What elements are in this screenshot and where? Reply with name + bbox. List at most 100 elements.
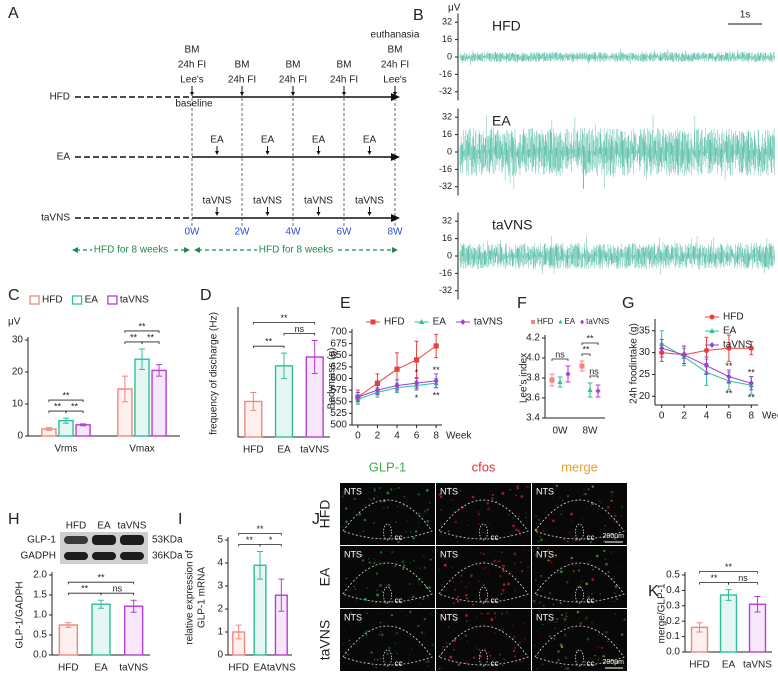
- y-tick-label: 0: [217, 650, 223, 661]
- image-texture: [380, 633, 384, 637]
- nts-outline: [438, 625, 529, 666]
- image-texture: [513, 655, 517, 658]
- image-texture: [378, 633, 381, 636]
- image-texture: [486, 524, 488, 526]
- image-texture: [613, 592, 616, 595]
- image-texture: [610, 504, 611, 506]
- image-texture: [389, 530, 391, 532]
- image-texture: [466, 547, 468, 549]
- image-texture: [516, 485, 519, 488]
- image-texture: [544, 553, 548, 557]
- image-texture: [575, 650, 579, 653]
- image-texture: [417, 493, 420, 496]
- marker: [355, 394, 361, 401]
- timepoint-note: 24h FI: [381, 60, 409, 71]
- significance-label: ns: [738, 573, 748, 583]
- image-texture: [537, 518, 541, 521]
- y-tick-label: 35: [639, 325, 651, 336]
- image-texture: [587, 488, 590, 491]
- y-axis-label: μV: [8, 317, 21, 328]
- image-texture: [525, 512, 527, 514]
- region-label: NTS: [536, 612, 554, 622]
- image-texture: [502, 564, 505, 568]
- arrow-head: [391, 214, 400, 222]
- image-texture: [501, 612, 504, 615]
- image-texture: [423, 566, 426, 569]
- legend-label: EA: [564, 317, 575, 326]
- intervention-label: EA: [312, 135, 326, 146]
- image-texture: [411, 596, 414, 598]
- x-tick-label: 4: [704, 411, 710, 422]
- annotation: **: [725, 388, 733, 398]
- error-bar: [587, 382, 593, 398]
- y-tick-label: 2: [217, 604, 223, 615]
- legend-label: HFD: [723, 312, 744, 323]
- image-texture: [355, 644, 357, 646]
- image-texture: [497, 559, 501, 563]
- timepoint-note: Lee's: [383, 75, 407, 86]
- marker: [460, 319, 466, 325]
- error-bar: [375, 373, 380, 393]
- panel-label: E: [340, 295, 351, 312]
- marker: [587, 387, 593, 392]
- image-texture: [566, 494, 570, 498]
- image-texture: [365, 633, 368, 636]
- image-texture: [447, 529, 450, 533]
- signal-trace: [459, 49, 775, 65]
- image-texture: [376, 593, 380, 597]
- image-texture: [373, 489, 376, 492]
- timepoint-below: baseline: [175, 99, 213, 110]
- marker: [709, 342, 715, 348]
- image-texture: [428, 501, 431, 504]
- error-bar: [257, 551, 263, 580]
- region-label: NTS: [344, 549, 362, 559]
- image-texture: [595, 554, 599, 558]
- marker: [748, 345, 754, 351]
- marker: [709, 314, 715, 320]
- image-texture: [522, 549, 525, 552]
- marker: [565, 371, 571, 377]
- y-tick-label: 525: [330, 408, 347, 419]
- significance-label: **: [138, 321, 146, 331]
- image-texture: [523, 638, 527, 641]
- image-texture: [405, 615, 407, 617]
- image-texture: [519, 659, 522, 663]
- image-texture: [391, 535, 394, 537]
- image-texture: [610, 499, 613, 502]
- image-texture: [535, 668, 537, 670]
- y-tick-label: 32: [442, 17, 452, 27]
- panel-label: H: [8, 511, 20, 528]
- landmark-label: cc: [491, 533, 499, 542]
- intervention-arrow-head: [215, 151, 219, 155]
- image-texture: [471, 576, 473, 578]
- image-texture: [491, 497, 494, 500]
- row-label: taVNS: [41, 213, 70, 224]
- x-tick-label: taVNS: [119, 663, 148, 674]
- image-texture: [585, 582, 588, 586]
- image-texture: [507, 582, 510, 585]
- timepoint-note: 24h FI: [279, 75, 307, 86]
- y-tick-label: 0.0: [33, 650, 47, 661]
- image-texture: [534, 645, 536, 647]
- image-texture: [592, 569, 594, 571]
- image-texture: [377, 612, 379, 614]
- region-label: NTS: [536, 549, 554, 559]
- bar: [134, 358, 150, 437]
- image-texture: [559, 570, 563, 574]
- image-texture: [552, 496, 555, 499]
- region-label: NTS: [440, 549, 458, 559]
- legend-swatch: [107, 295, 118, 305]
- image-texture: [502, 569, 505, 573]
- image-texture: [409, 530, 412, 533]
- intervention-arrow-head: [316, 151, 321, 155]
- y-tick-label: 550: [330, 396, 347, 407]
- y-tick-label: 1: [217, 627, 223, 638]
- image-texture: [499, 574, 502, 578]
- image-texture: [604, 587, 606, 589]
- image-texture: [397, 486, 400, 489]
- image-texture: [520, 570, 524, 573]
- error-bar: [395, 352, 399, 386]
- y-tick-label: 0.1: [666, 631, 680, 642]
- image-texture: [616, 551, 618, 553]
- image-texture: [599, 500, 601, 502]
